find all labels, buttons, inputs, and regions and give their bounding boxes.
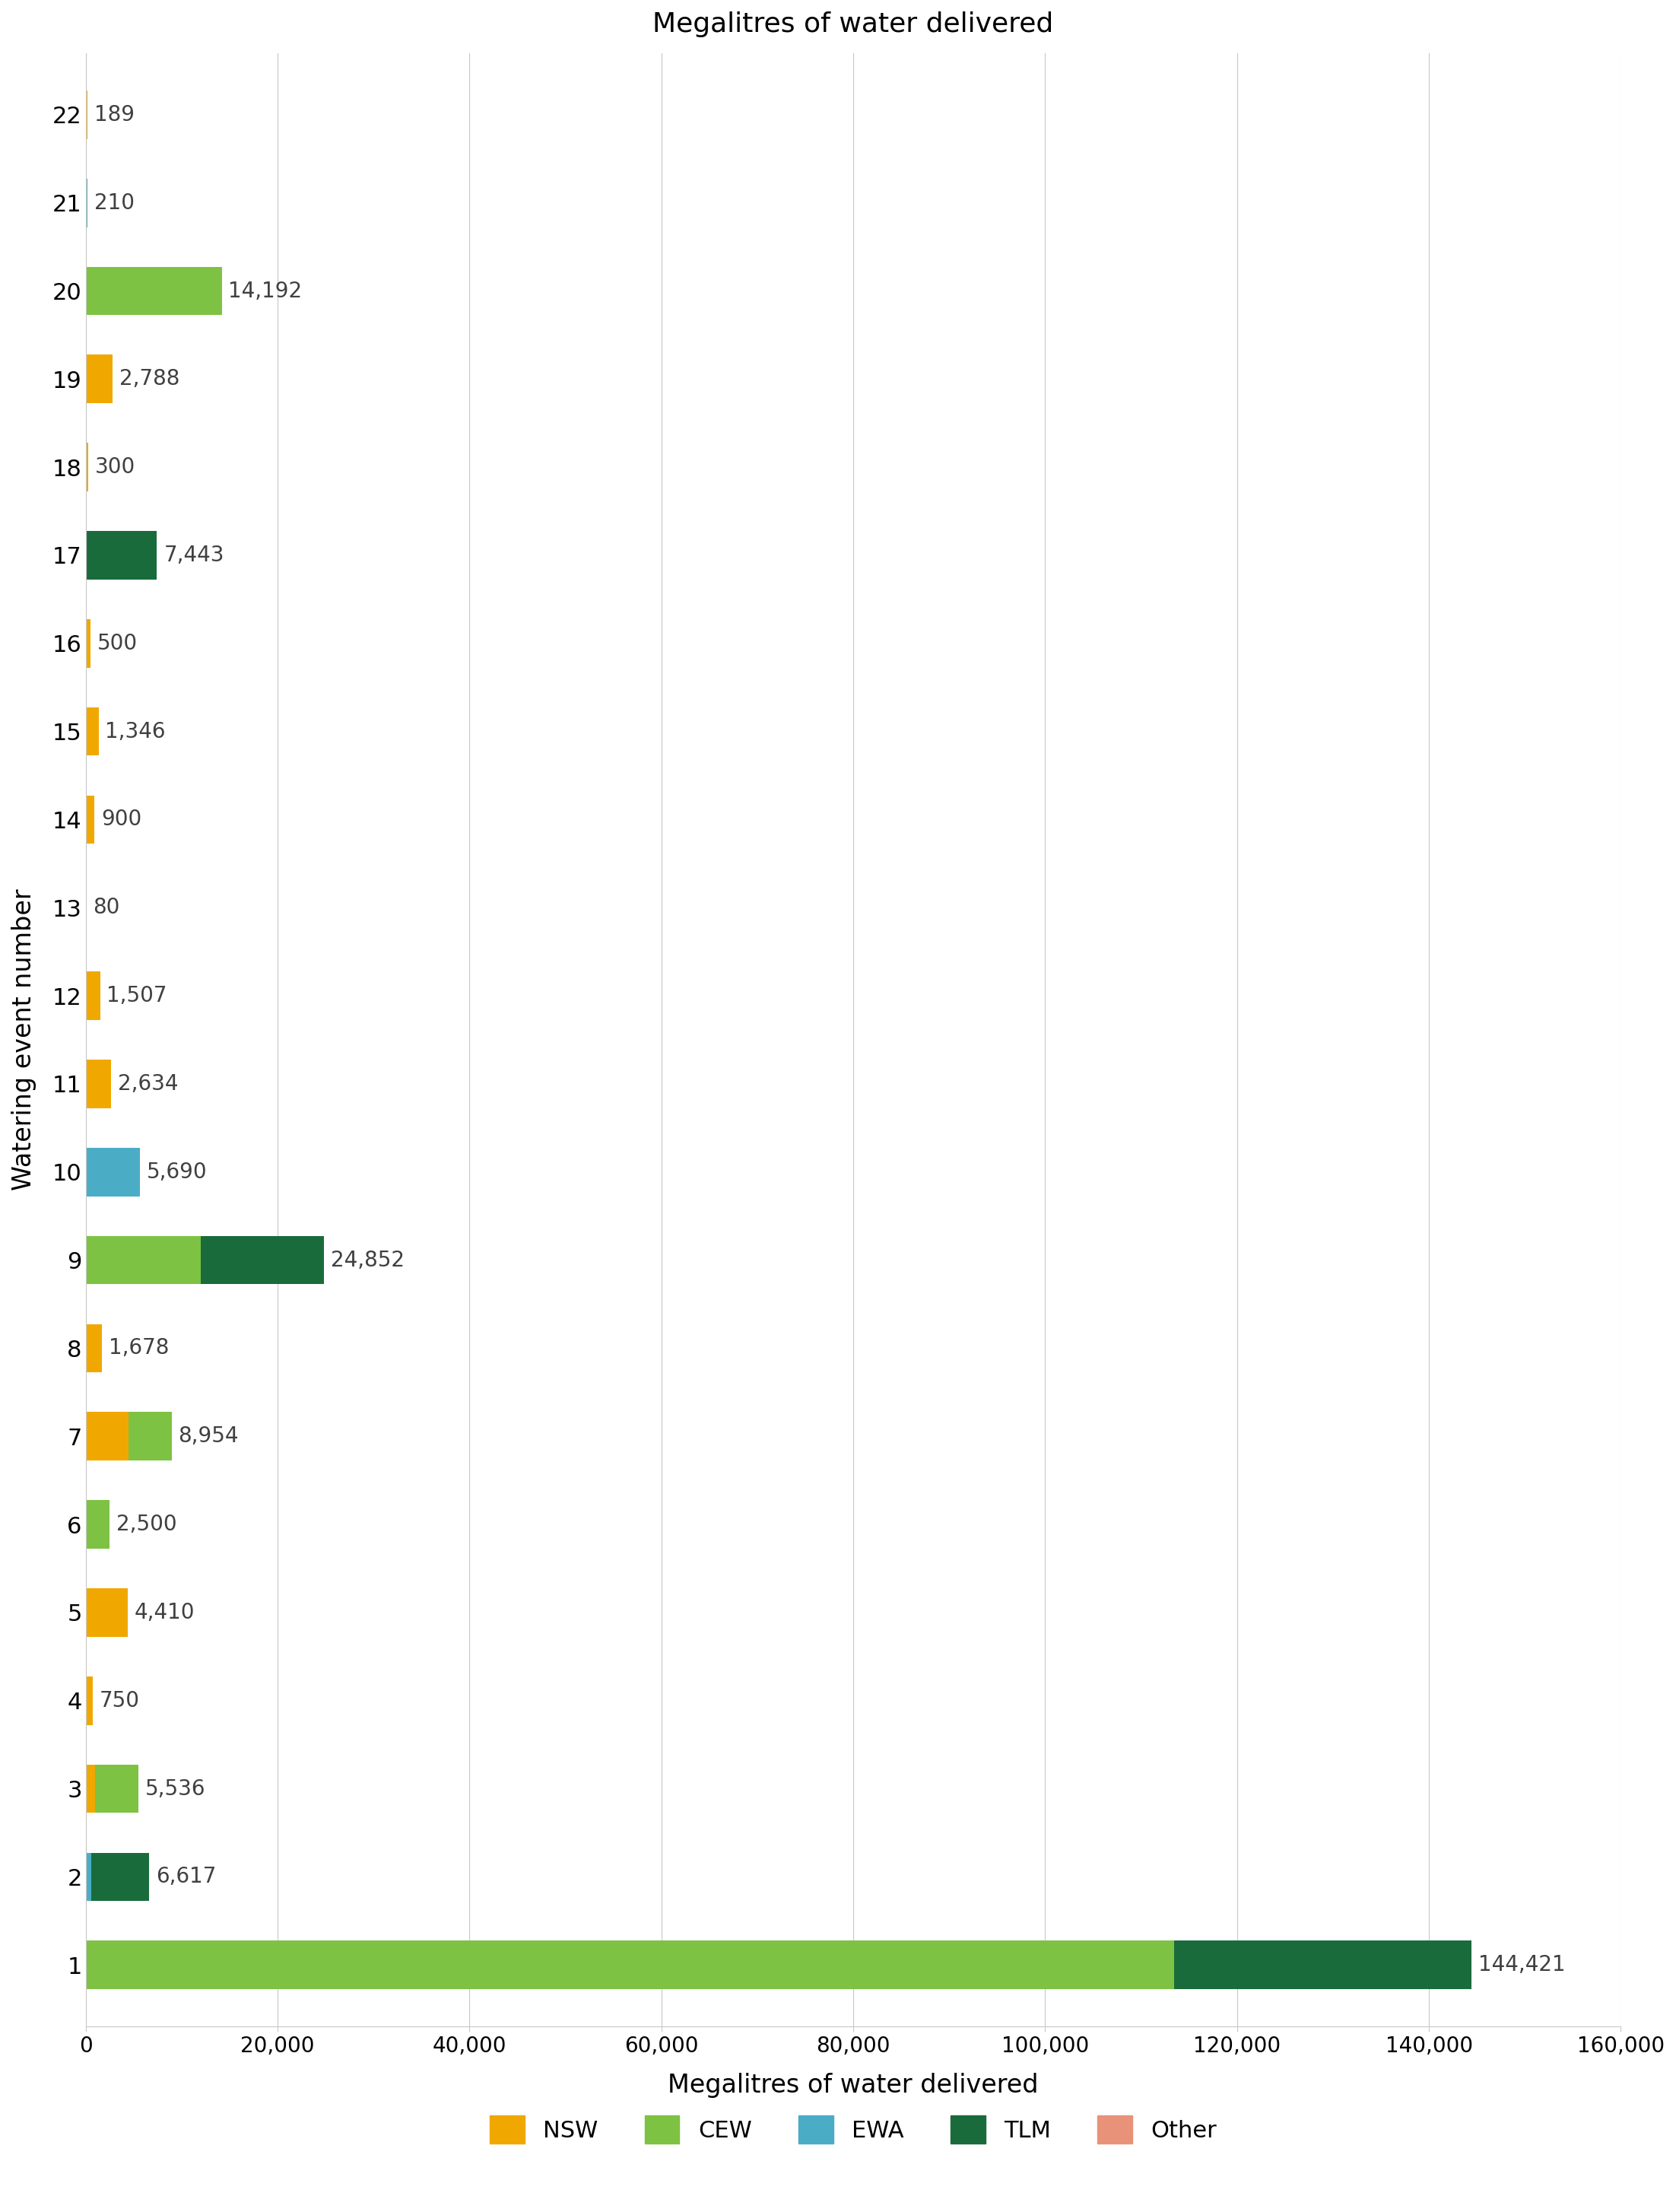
Text: 750: 750 — [99, 1690, 139, 1712]
Text: 5,536: 5,536 — [146, 1778, 206, 1798]
Bar — [85, 1677, 92, 1725]
Text: 2,634: 2,634 — [117, 1073, 178, 1095]
Bar — [85, 91, 87, 139]
Bar — [85, 1765, 96, 1814]
Text: 144,421: 144,421 — [1478, 1953, 1565, 1975]
Title: Megalitres of water delivered: Megalitres of water delivered — [652, 11, 1054, 38]
Text: 2,500: 2,500 — [116, 1513, 178, 1535]
Bar — [96, 1765, 139, 1814]
Bar — [85, 1854, 92, 1900]
Text: 80: 80 — [94, 898, 121, 918]
Bar — [85, 354, 112, 403]
Text: 1,507: 1,507 — [107, 984, 168, 1006]
Text: 8,954: 8,954 — [178, 1427, 238, 1447]
Bar — [85, 708, 99, 757]
Text: 500: 500 — [97, 633, 137, 655]
Text: 7,443: 7,443 — [164, 544, 225, 566]
X-axis label: Megalitres of water delivered: Megalitres of water delivered — [667, 2073, 1039, 2097]
Bar — [129, 1411, 171, 1460]
Text: 24,852: 24,852 — [330, 1250, 404, 1270]
Text: 14,192: 14,192 — [228, 281, 302, 301]
Bar — [85, 971, 101, 1020]
Text: 1,678: 1,678 — [109, 1338, 169, 1358]
Y-axis label: Watering event number: Watering event number — [12, 889, 37, 1190]
Text: 6,617: 6,617 — [156, 1867, 216, 1887]
Text: 189: 189 — [94, 104, 134, 126]
Bar — [85, 442, 89, 491]
Bar — [85, 1940, 1173, 1989]
Bar — [85, 1588, 127, 1637]
Bar — [85, 1060, 111, 1108]
Text: 2,788: 2,788 — [119, 369, 179, 389]
Bar — [85, 179, 87, 228]
Bar — [85, 531, 158, 580]
Bar — [85, 1411, 129, 1460]
Text: 5,690: 5,690 — [147, 1161, 208, 1183]
Text: 300: 300 — [96, 456, 136, 478]
Text: 900: 900 — [101, 810, 141, 830]
Bar — [1173, 1940, 1472, 1989]
Bar — [92, 1854, 149, 1900]
Text: 1,346: 1,346 — [106, 721, 166, 743]
Text: 4,410: 4,410 — [134, 1601, 194, 1624]
Bar — [85, 268, 221, 314]
Bar — [85, 796, 94, 843]
Text: 210: 210 — [94, 192, 134, 215]
Bar — [85, 1500, 109, 1548]
Bar — [201, 1237, 323, 1285]
Bar — [85, 1325, 102, 1371]
Bar — [85, 1237, 201, 1285]
Legend: NSW, CEW, EWA, TLM, Other: NSW, CEW, EWA, TLM, Other — [481, 2106, 1227, 2152]
Bar — [85, 619, 91, 668]
Bar — [85, 1148, 141, 1197]
